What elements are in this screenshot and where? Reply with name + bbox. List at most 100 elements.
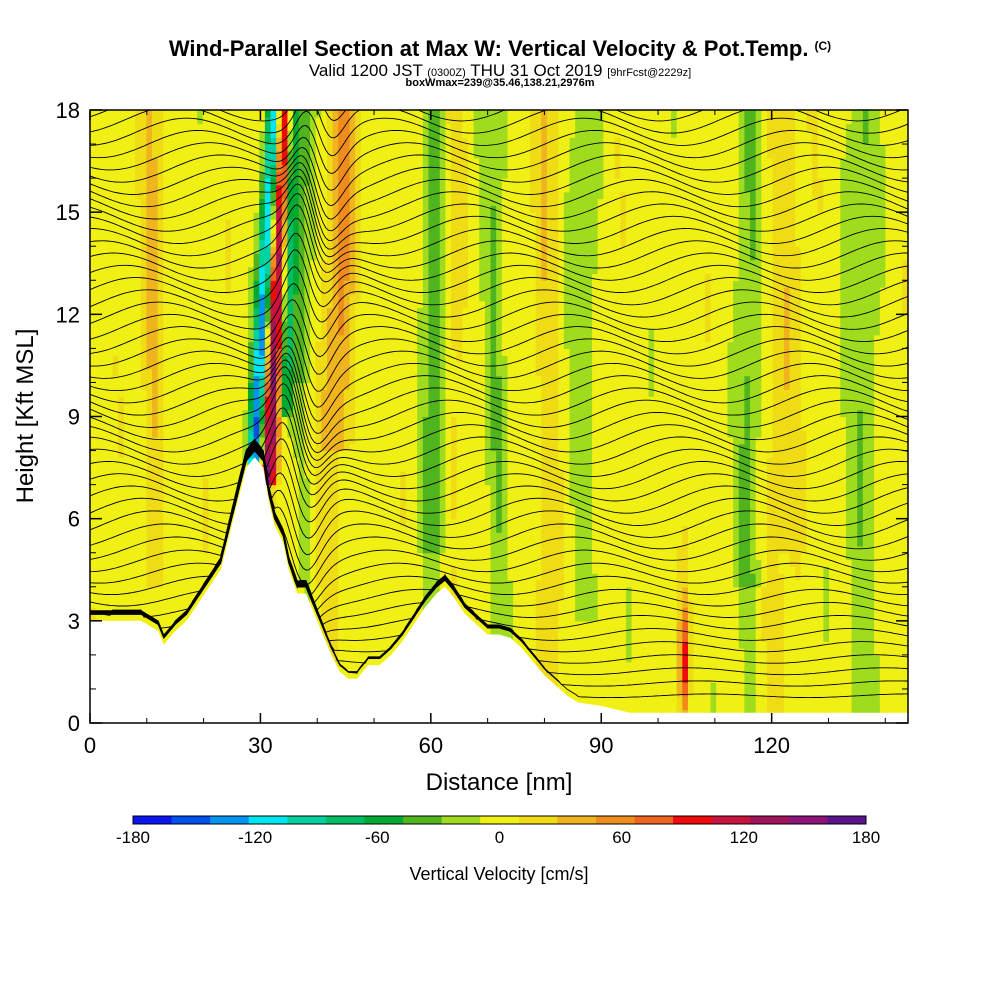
velocity-cell <box>321 293 328 302</box>
velocity-cell <box>253 178 260 186</box>
velocity-cell <box>400 552 407 561</box>
velocity-cell <box>287 246 294 254</box>
velocity-cell <box>394 287 401 295</box>
velocity-cell <box>214 505 221 513</box>
velocity-cell <box>394 191 401 200</box>
velocity-cell <box>106 259 114 268</box>
velocity-cell <box>383 654 390 663</box>
velocity-cell <box>214 232 221 241</box>
velocity-cell <box>355 484 362 493</box>
velocity-cell <box>157 477 164 486</box>
velocity-cell <box>90 464 97 472</box>
velocity-cell <box>242 382 249 390</box>
velocity-cell <box>214 171 221 179</box>
velocity-cell <box>157 436 164 445</box>
velocity-cell <box>95 341 102 349</box>
velocity-cell <box>129 450 136 458</box>
velocity-cell <box>202 184 210 193</box>
velocity-cell <box>281 259 289 268</box>
velocity-cell <box>360 280 368 288</box>
velocity-cell <box>377 593 384 601</box>
velocity-cell <box>388 205 396 213</box>
velocity-cell <box>129 423 136 431</box>
velocity-cell <box>112 409 119 418</box>
velocity-cell <box>135 198 142 206</box>
velocity-cell <box>377 498 384 506</box>
velocity-cell <box>349 157 356 166</box>
velocity-cell <box>112 116 119 125</box>
velocity-cell <box>304 314 311 322</box>
velocity-cell <box>315 116 322 125</box>
velocity-cell <box>163 511 170 520</box>
velocity-cell <box>326 178 334 186</box>
velocity-cell <box>276 511 283 520</box>
velocity-cell <box>106 600 114 608</box>
velocity-cell <box>343 593 351 601</box>
velocity-cell <box>219 477 226 486</box>
velocity-cell <box>315 184 322 193</box>
velocity-cell <box>112 450 119 458</box>
velocity-cell <box>135 586 142 595</box>
velocity-cell <box>310 491 317 499</box>
velocity-cell <box>247 341 255 349</box>
velocity-cell <box>366 375 373 384</box>
velocity-cell <box>140 368 148 377</box>
velocity-cell <box>276 287 283 295</box>
velocity-cell <box>163 573 170 581</box>
velocity-cell <box>293 518 300 527</box>
velocity-cell <box>293 293 300 302</box>
velocity-cell <box>168 307 176 315</box>
velocity-cell <box>197 566 204 574</box>
velocity-cell <box>377 457 384 465</box>
velocity-cell <box>372 246 379 254</box>
velocity-cell <box>157 157 164 166</box>
velocity-cell <box>180 464 187 472</box>
velocity-cell <box>270 327 277 336</box>
velocity-cell <box>214 225 221 234</box>
velocity-cell <box>349 470 356 479</box>
velocity-cell <box>225 321 232 329</box>
velocity-cell <box>388 614 396 622</box>
velocity-cell <box>236 321 243 329</box>
velocity-cell <box>95 614 102 622</box>
velocity-cell <box>225 171 232 179</box>
velocity-cell <box>298 375 305 384</box>
velocity-cell <box>135 368 142 377</box>
velocity-cell <box>372 225 379 234</box>
velocity-cell <box>349 532 356 540</box>
velocity-cell <box>168 273 176 281</box>
velocity-cell <box>372 218 379 227</box>
velocity-cell <box>315 416 322 424</box>
velocity-cell <box>174 362 181 370</box>
velocity-cell <box>253 423 260 431</box>
velocity-cell <box>180 116 187 125</box>
velocity-cell <box>118 579 125 588</box>
velocity-cell <box>202 423 210 431</box>
velocity-cell <box>219 218 226 227</box>
velocity-cell <box>152 184 159 193</box>
velocity-cell <box>315 246 322 254</box>
velocity-cell <box>101 573 108 581</box>
velocity-cell <box>140 225 148 234</box>
velocity-cell <box>118 164 125 172</box>
velocity-cell <box>231 307 238 315</box>
velocity-cell <box>281 150 289 159</box>
velocity-cell <box>355 212 362 220</box>
velocity-cell <box>219 498 226 506</box>
velocity-cell <box>157 505 164 513</box>
velocity-cell <box>202 443 210 452</box>
velocity-cell <box>270 144 277 152</box>
velocity-cell <box>163 525 170 533</box>
velocity-cell <box>400 573 407 581</box>
velocity-cell <box>310 389 317 397</box>
velocity-cell <box>174 511 181 520</box>
velocity-cell <box>106 314 114 322</box>
velocity-cell <box>372 539 379 547</box>
velocity-cell <box>372 341 379 349</box>
velocity-cell <box>168 191 176 200</box>
velocity-cell <box>129 116 136 125</box>
velocity-cell <box>343 164 351 172</box>
velocity-cell <box>366 620 373 629</box>
velocity-cell <box>146 600 153 608</box>
velocity-cell <box>185 430 193 438</box>
